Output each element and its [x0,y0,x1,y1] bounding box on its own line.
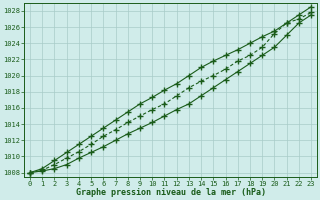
X-axis label: Graphe pression niveau de la mer (hPa): Graphe pression niveau de la mer (hPa) [76,188,266,197]
